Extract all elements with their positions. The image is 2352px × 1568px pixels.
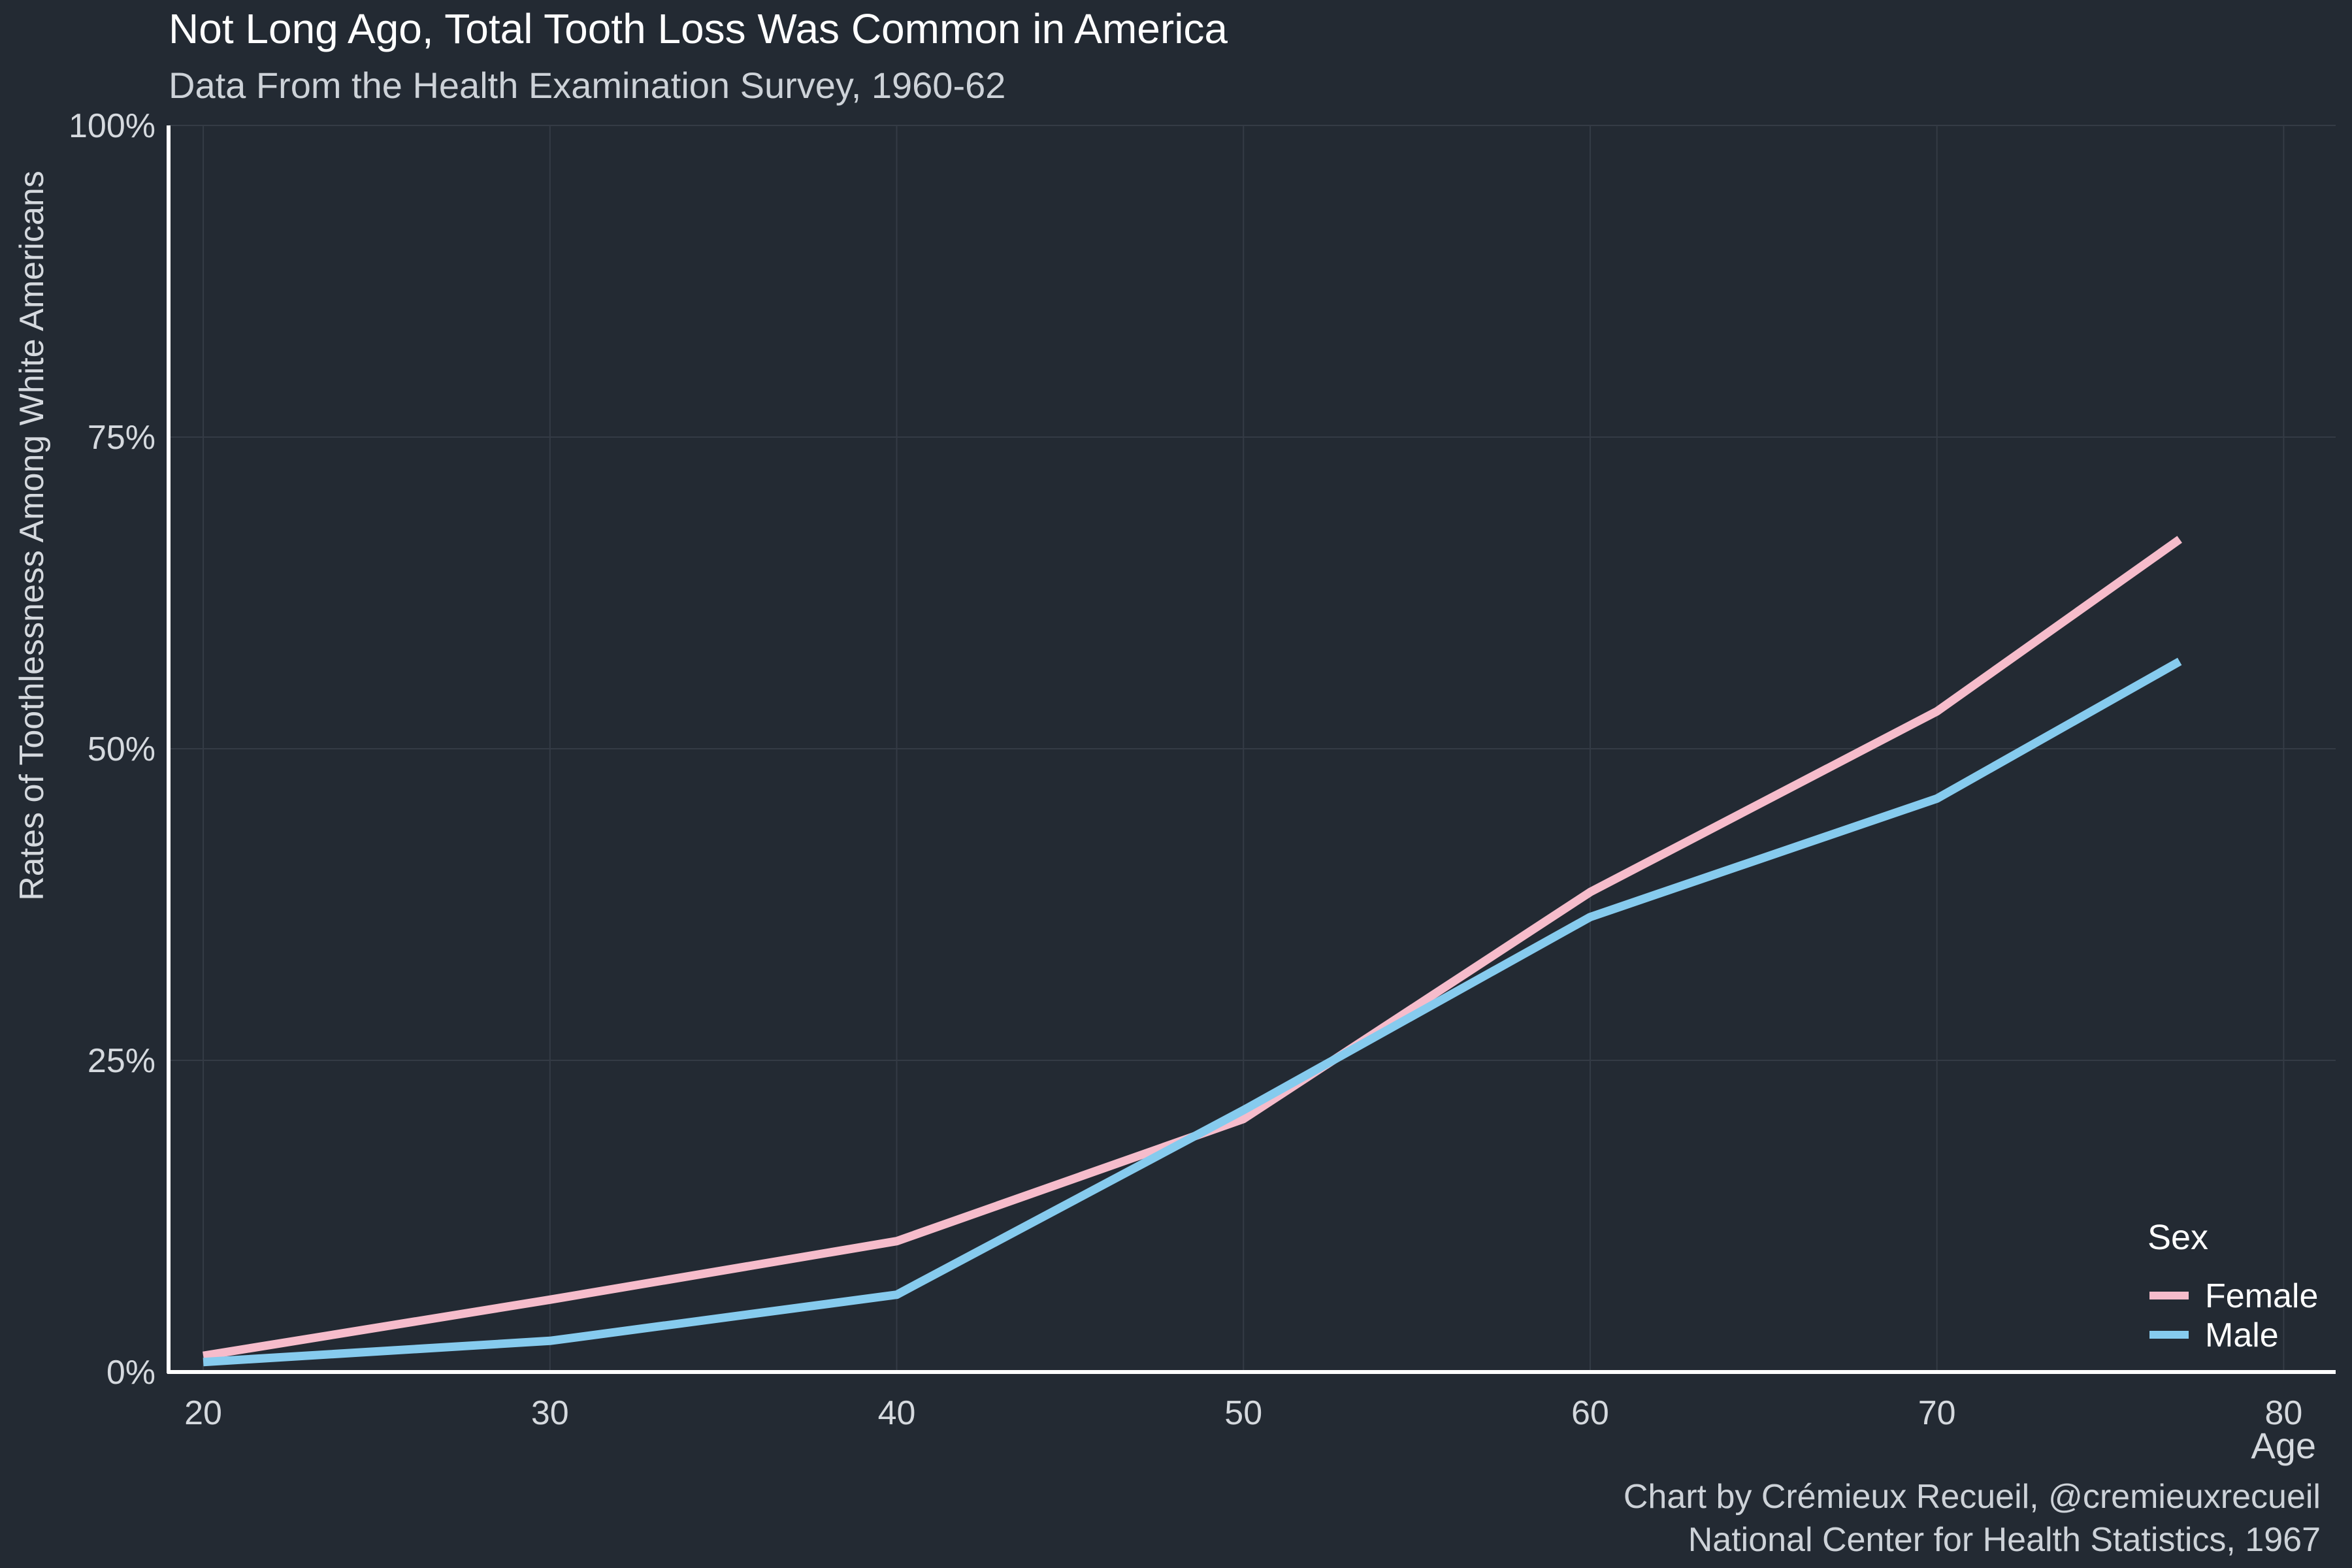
chart-title: Not Long Ago, Total Tooth Loss Was Commo…: [169, 5, 1228, 52]
x-tick-label: 70: [1918, 1394, 1956, 1432]
x-tick-label: 50: [1224, 1394, 1262, 1432]
caption-line-2: National Center for Health Statistics, 1…: [1688, 1521, 2321, 1559]
y-axis-title: Rates of Toothlessness Among White Ameri…: [13, 171, 51, 901]
x-tick-label: 20: [184, 1394, 222, 1432]
axes: [167, 125, 2336, 1374]
x-axis-title: Age: [2251, 1425, 2316, 1466]
y-tick-label: 100%: [69, 107, 155, 145]
chart-subtitle: Data From the Health Examination Survey,…: [169, 65, 1005, 106]
y-tick-label: 75%: [88, 419, 155, 457]
series-line-female: [203, 536, 2182, 1360]
tick-labels: 0% 25% 50% 75% 100% 20 30 40 50 60 70 80: [69, 107, 2302, 1432]
y-tick-label: 0%: [106, 1354, 155, 1392]
legend-title: Sex: [2148, 1218, 2208, 1257]
legend-label-female: Female: [2205, 1277, 2318, 1315]
y-tick-label: 25%: [88, 1042, 155, 1080]
x-tick-label: 60: [1571, 1394, 1609, 1432]
caption-line-1: Chart by Crémieux Recueil, @cremieuxrecu…: [1624, 1478, 2321, 1516]
y-tick-label: 50%: [88, 730, 155, 768]
x-tick-label: 30: [531, 1394, 569, 1432]
x-tick-label: 80: [2264, 1394, 2302, 1432]
series-line-male: [203, 657, 2182, 1367]
x-tick-label: 40: [878, 1394, 916, 1432]
series-lines: [203, 536, 2182, 1367]
grid-lines: [169, 125, 2336, 1373]
legend-label-male: Male: [2205, 1316, 2279, 1354]
